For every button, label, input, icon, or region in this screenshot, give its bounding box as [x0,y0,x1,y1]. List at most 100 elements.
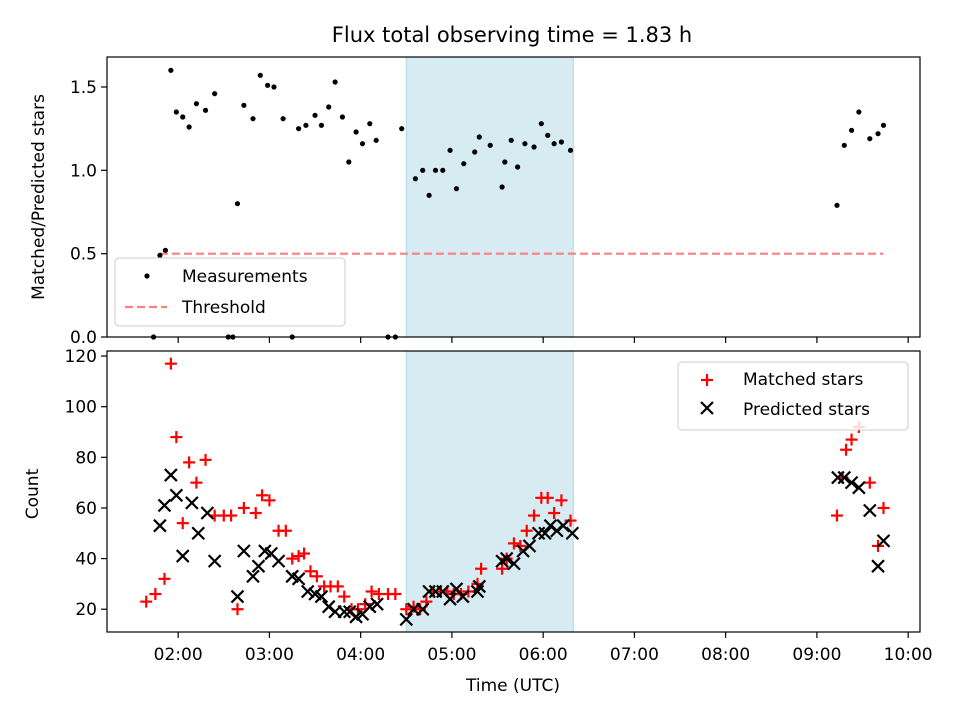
matched-star-point [877,501,890,514]
count-legend: Matched stars Predicted stars [677,361,909,431]
ratio-legend: Measurements Threshold [114,257,346,327]
ratio-legend-box [114,257,346,327]
measurement-point [339,114,346,120]
measurement-point [346,159,352,165]
matched-star-point [310,570,323,583]
matched-star-point [298,547,311,560]
ratio-y-axis: 0.0 0.5 1.0 1.5 [70,78,107,348]
count-y-tick-label: 120 [65,347,97,367]
matched-star-point [164,357,177,370]
time-x-tick-label: 06:00 [519,645,568,665]
measurement-point [168,67,174,73]
predicted-star-point [237,544,251,558]
matched-star-point [507,537,520,550]
measurement-point [875,131,881,137]
measurement-point [867,136,873,142]
measurement-point [531,144,537,150]
matched-star-point [231,603,244,616]
legend-threshold-label: Threshold [181,298,266,318]
measurement-point [426,192,432,198]
predicted-star-point [251,559,266,573]
measurement-point [472,149,478,155]
predicted-star-point [175,549,190,563]
matched-star-point [292,550,305,563]
measurement-point [162,247,168,253]
matched-star-point [199,453,212,466]
measurement-point [461,161,467,167]
measurement-point [545,132,551,138]
ratio-y-label: Matched/Predicted stars [29,94,49,300]
matched-star-point [555,494,568,507]
predicted-star-point [863,503,877,518]
measurement-point [522,141,528,147]
ratio-y-tick-label: 1.0 [70,161,97,181]
measurement-point [332,79,338,85]
predicted-star-point [185,496,199,510]
matched-star-point [249,507,262,520]
matched-star-point [263,494,276,507]
matched-star-point [520,524,533,537]
count-panel: 20 40 60 80 100 120 02:00 03:00 04:00 05:00 06:00… [23,347,933,696]
measurement-point [440,167,446,173]
count-y-tick-label: 20 [75,600,97,620]
time-x-tick-label: 07:00 [610,645,659,665]
predicted-star-point [472,579,487,594]
predicted-star-point [876,534,891,548]
matched-star-point [541,491,554,504]
predicted-star-point [399,612,414,627]
predicted-star-point [499,551,514,566]
predicted-star-point [169,488,184,503]
measurement-point [271,84,277,90]
matched-star-point [863,476,876,489]
matched-star-point [365,585,378,598]
predicted-star-point [522,539,537,553]
matched-star-point [140,595,153,608]
ratio-x-ticks [177,337,909,343]
count-y-label: Count [23,468,43,519]
matched-star-point [256,489,269,502]
matched-star-point [400,603,413,616]
legend-predicted-marker [700,401,714,415]
measurement-point [538,121,544,127]
matched-star-point [514,539,527,552]
matched-star-point [183,456,196,469]
measurement-point [373,137,379,143]
predicted-star-point [852,480,866,495]
predicted-star-point [370,597,384,611]
predicted-star-point [837,470,852,485]
predicted-star-point [246,569,260,584]
predicted-star-point [207,554,222,568]
legend-matched-marker [701,374,713,386]
count-legend-box [677,361,909,431]
legend-measurements-label: Measurements [182,267,308,287]
predicted-star-point [422,584,436,599]
measurement-point [508,137,514,143]
matched-star-point [564,514,577,527]
ratio-panel: 0.0 0.5 1.0 1.5 Matched/Predicted stars Mea… [29,56,921,348]
measurement-point [499,184,505,190]
time-x-tick-label: 10:00 [884,645,933,665]
predicted-star-point [191,526,206,541]
measurement-point [412,176,419,182]
measurement-point [447,147,453,153]
matched-star-point [475,562,488,575]
measurement-point [264,82,271,88]
matched-star-point [496,562,509,575]
matched-star-point [359,598,372,611]
ratio-y-tick-label: 1.5 [70,78,97,98]
predicted-star-point [164,468,178,482]
legend-predicted-label: Predicted stars [743,400,870,420]
time-x-tick-label: 09:00 [792,645,841,665]
count-y-tick-label: 60 [75,499,97,519]
predicted-star-point [153,518,167,533]
measurement-point [303,122,309,128]
measurement-point [359,141,366,147]
matched-star-point [225,509,238,522]
measurement-point [453,186,460,192]
count-y-tick-label: 40 [75,550,97,570]
x-axis-label: Time (UTC) [465,676,560,696]
predicted-points [153,468,891,627]
measurement-point [502,159,508,165]
matched-star-point [190,476,203,489]
time-x-tick-label: 02:00 [154,645,203,665]
